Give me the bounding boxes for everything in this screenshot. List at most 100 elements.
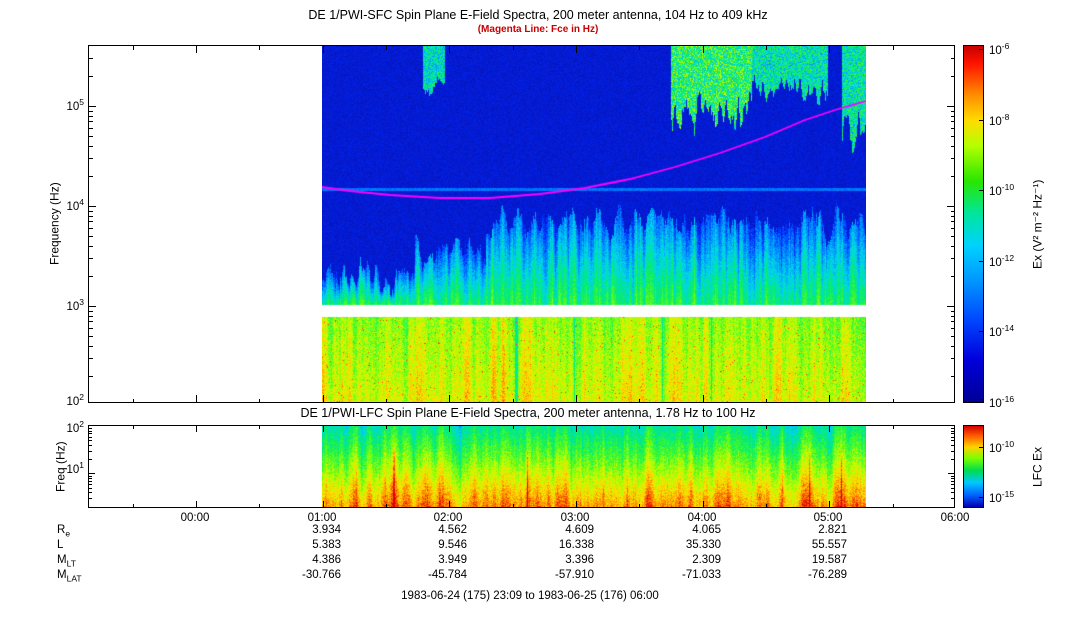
axis-tick: [979, 190, 983, 191]
xtick-label: 03:00: [560, 512, 590, 524]
axis-tick: [951, 428, 954, 430]
axis-tick: [702, 426, 704, 432]
ephemeris-value: 16.338: [558, 539, 594, 551]
axis-tick: [89, 115, 93, 117]
xtick-label: 05:00: [813, 512, 843, 524]
ephemeris-value: 3.934: [312, 524, 341, 536]
axis-tick: [950, 375, 954, 377]
axis-tick: [89, 473, 95, 475]
axis-tick: [576, 501, 578, 507]
ephemeris-row-re: Re 3.934 4.562 4.609 4.065 2.821: [0, 524, 1083, 539]
xtick-label: 02:00: [433, 512, 463, 524]
ephemeris-row-mlat: MLAT -30.766 -45.784 -57.910 -71.033 -76…: [0, 569, 1083, 584]
axis-tick: [89, 175, 93, 177]
axis-tick: [89, 206, 96, 207]
axis-tick: [132, 46, 134, 50]
lfc-spectrogram-panel: [88, 425, 955, 508]
axis-tick: [766, 426, 768, 429]
sfc-ytick-label: 104: [66, 197, 84, 213]
axis-tick: [89, 498, 92, 500]
axis-tick: [639, 398, 641, 402]
lfc-colorbar-tick-label: 10-15: [989, 489, 1015, 505]
sfc-colorbar-tick-label: 10-10: [989, 182, 1015, 198]
axis-tick: [950, 121, 954, 123]
axis-tick: [950, 336, 954, 338]
axis-tick: [950, 110, 954, 112]
axis-tick: [950, 358, 954, 360]
ephemeris-value: 3.396: [565, 554, 594, 566]
axis-tick: [89, 145, 93, 147]
lfc-colorbar: [963, 425, 984, 508]
axis-tick: [259, 504, 261, 507]
axis-tick: [979, 120, 983, 121]
axis-tick: [322, 46, 324, 53]
axis-tick: [892, 426, 894, 429]
axis-tick: [951, 492, 954, 494]
axis-tick: [512, 426, 514, 429]
axis-tick: [89, 475, 92, 477]
axis-tick: [702, 46, 704, 53]
ephemeris-row-mlt: MLT 4.386 3.949 3.396 2.309 19.587: [0, 554, 1083, 569]
axis-tick: [196, 501, 198, 507]
axis-tick: [639, 426, 641, 429]
axis-tick: [89, 436, 92, 438]
axis-tick: [950, 215, 954, 217]
axis-tick: [89, 440, 92, 442]
axis-tick: [950, 115, 954, 117]
axis-tick: [950, 221, 954, 223]
axis-tick: [950, 136, 954, 138]
axis-tick: [948, 473, 954, 475]
axis-tick: [950, 128, 954, 130]
lfc-ytick-label: 101: [66, 460, 84, 476]
ephemeris-value: 3.949: [438, 554, 467, 566]
axis-tick: [951, 450, 954, 452]
axis-tick: [449, 426, 451, 432]
sfc-subtitle: (Magenta Line: Fce in Hz): [477, 24, 599, 35]
axis-tick: [950, 236, 954, 238]
axis-tick: [950, 58, 954, 60]
lfc-title: DE 1/PWI-LFC Spin Plane E-Field Spectra,…: [300, 406, 756, 420]
axis-tick: [132, 398, 134, 402]
ephemeris-value: 9.546: [438, 539, 467, 551]
axis-tick: [89, 433, 92, 435]
axis-tick: [89, 106, 96, 107]
axis-tick: [449, 46, 451, 53]
ephemeris-value: -76.289: [807, 569, 847, 581]
axis-tick: [951, 436, 954, 438]
axis-tick: [950, 345, 954, 347]
axis-tick: [386, 504, 388, 507]
axis-tick: [639, 504, 641, 507]
axis-tick: [951, 444, 954, 446]
axis-tick: [89, 215, 93, 217]
axis-tick: [259, 46, 261, 50]
axis-tick: [89, 58, 93, 60]
ephemeris-value: 19.587: [811, 554, 847, 566]
ephemeris-value: 4.609: [565, 524, 594, 536]
axis-tick: [89, 487, 92, 489]
axis-tick: [950, 328, 954, 330]
axis-tick: [132, 426, 134, 429]
axis-tick: [512, 504, 514, 507]
axis-tick: [950, 275, 954, 277]
sfc-title: DE 1/PWI-SFC Spin Plane E-Field Spectra,…: [308, 8, 768, 22]
sfc-colorbar-tick-label: 10-8: [989, 112, 1010, 128]
ephemeris-value: 4.386: [312, 554, 341, 566]
axis-tick: [829, 426, 831, 432]
axis-tick: [89, 128, 93, 130]
xtick-label: 06:00: [940, 512, 970, 524]
axis-tick: [89, 328, 93, 330]
axis-tick: [950, 75, 954, 77]
axis-tick: [829, 46, 831, 53]
axis-tick: [386, 398, 388, 402]
ephemeris-row-l: L 5.383 9.546 16.338 35.330 55.557: [0, 539, 1083, 554]
axis-tick: [259, 426, 261, 429]
axis-tick: [89, 210, 93, 212]
ephemeris-value: 4.562: [438, 524, 467, 536]
axis-tick: [979, 497, 983, 498]
axis-tick: [89, 136, 93, 138]
axis-tick: [829, 395, 831, 402]
sfc-colorbar-tick-label: 10-6: [989, 41, 1010, 57]
axis-tick: [89, 75, 93, 77]
sfc-colorbar: [963, 45, 984, 403]
